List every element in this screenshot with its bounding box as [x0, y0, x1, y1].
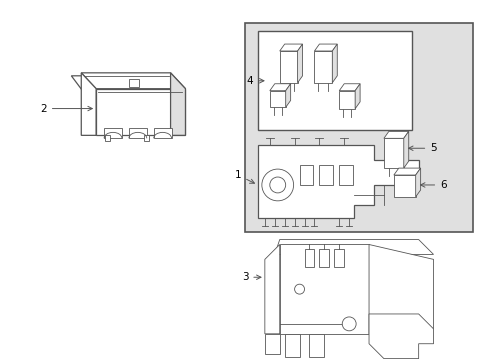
Polygon shape: [96, 89, 185, 135]
Circle shape: [262, 169, 293, 201]
Bar: [314, 51, 332, 83]
Polygon shape: [284, 334, 299, 357]
Polygon shape: [403, 131, 408, 168]
Text: 4: 4: [246, 76, 264, 86]
Bar: [319, 249, 328, 267]
Polygon shape: [257, 145, 418, 218]
Polygon shape: [264, 244, 279, 334]
Bar: [104, 129, 122, 138]
Bar: [153, 129, 171, 138]
Polygon shape: [368, 314, 433, 359]
Polygon shape: [393, 168, 420, 175]
Bar: [257, 31, 411, 130]
Polygon shape: [81, 73, 96, 135]
Bar: [319, 165, 333, 185]
Bar: [304, 249, 314, 267]
Polygon shape: [368, 244, 433, 334]
Polygon shape: [170, 73, 185, 135]
Bar: [339, 165, 352, 185]
Polygon shape: [269, 84, 290, 91]
Bar: [334, 249, 344, 267]
Circle shape: [294, 284, 304, 294]
Bar: [269, 91, 285, 107]
Bar: [143, 135, 148, 141]
Polygon shape: [264, 334, 279, 354]
Text: 6: 6: [420, 180, 446, 190]
Bar: [393, 175, 415, 197]
Bar: [105, 135, 110, 141]
Polygon shape: [354, 84, 359, 109]
Bar: [129, 129, 146, 138]
Circle shape: [342, 317, 355, 331]
Polygon shape: [274, 239, 433, 255]
Bar: [244, 23, 472, 231]
Text: 3: 3: [241, 272, 261, 282]
Polygon shape: [339, 84, 359, 91]
Text: 5: 5: [408, 143, 436, 153]
Text: 1: 1: [234, 170, 254, 183]
Polygon shape: [415, 168, 420, 197]
Bar: [279, 51, 297, 83]
Bar: [339, 91, 354, 109]
Polygon shape: [285, 84, 290, 107]
Text: 2: 2: [40, 104, 92, 113]
Bar: [299, 165, 313, 185]
Polygon shape: [71, 76, 180, 96]
Polygon shape: [297, 44, 302, 83]
Polygon shape: [332, 44, 337, 83]
Polygon shape: [314, 44, 337, 51]
Polygon shape: [279, 44, 302, 51]
Polygon shape: [81, 73, 185, 89]
Polygon shape: [383, 131, 408, 138]
Circle shape: [269, 177, 285, 193]
Bar: [129, 79, 139, 87]
Polygon shape: [279, 244, 368, 334]
Bar: [383, 138, 403, 168]
Polygon shape: [309, 334, 324, 357]
